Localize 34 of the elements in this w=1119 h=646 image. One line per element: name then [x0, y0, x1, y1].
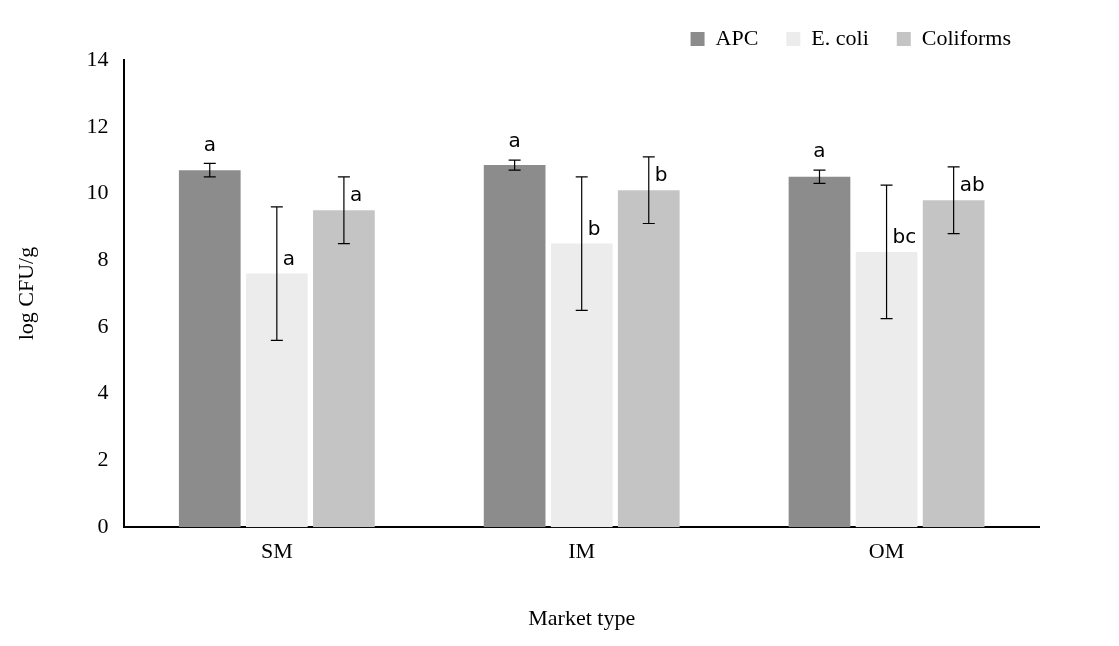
bar	[313, 210, 375, 528]
data-label: b	[587, 215, 601, 240]
y-tick-label: 10	[86, 179, 109, 205]
bar	[178, 170, 241, 528]
legend-label: Coliforms	[921, 24, 1012, 50]
x-tick-label: OM	[868, 538, 905, 564]
y-tick-label: 12	[86, 112, 109, 138]
y-tick-label: 4	[97, 379, 109, 405]
y-tick-label: 0	[97, 512, 109, 538]
bar	[617, 190, 680, 528]
y-tick-label: 14	[86, 45, 109, 71]
bar	[550, 243, 613, 528]
y-axis-title: log CFU/g	[12, 246, 38, 341]
y-tick-label: 8	[97, 246, 109, 272]
data-label: a	[349, 182, 363, 207]
bar	[788, 176, 851, 528]
y-tick-label: 2	[97, 446, 109, 472]
bar	[922, 200, 985, 528]
legend-label: E. coli	[811, 24, 869, 50]
y-tick-label: 6	[97, 312, 109, 338]
legend-label: APC	[715, 24, 759, 50]
data-label: a	[508, 128, 521, 153]
data-label: ab	[959, 172, 985, 197]
data-label: bc	[892, 224, 917, 249]
x-tick-label: SM	[260, 538, 293, 564]
x-tick-label: IM	[568, 538, 596, 564]
bar	[483, 165, 546, 528]
bar	[855, 251, 918, 528]
data-label: a	[282, 245, 296, 270]
data-label: b	[654, 162, 668, 187]
bar	[245, 273, 308, 528]
data-label: a	[203, 131, 216, 156]
data-label: a	[813, 138, 826, 163]
x-axis-title: Market type	[528, 604, 636, 630]
